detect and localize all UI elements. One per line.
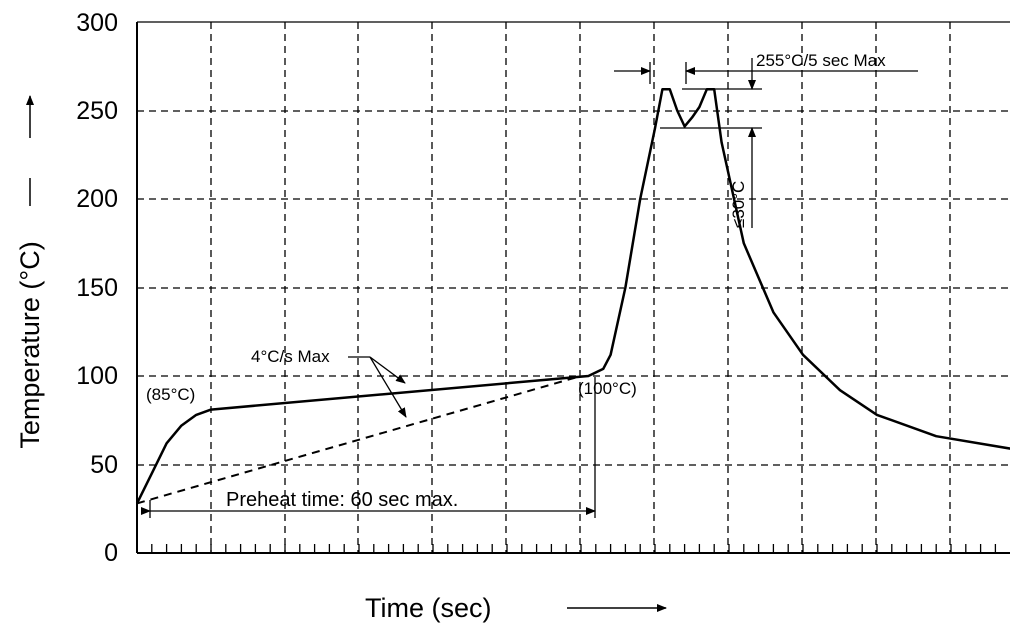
linear-ramp-line	[136, 375, 582, 505]
ramp-rate-label: 4°C/s Max	[251, 347, 330, 366]
preheat-label: Preheat time: 60 sec max.	[226, 489, 458, 511]
label-100c: (100°C)	[578, 379, 637, 398]
ramp-rate-arrow-1	[369, 356, 406, 384]
y-tick-label: 300	[76, 9, 118, 37]
label-85c: (85°C)	[146, 385, 195, 404]
peak-hold-label: 255°C/5 sec Max	[756, 51, 886, 70]
y-tick-label: 50	[90, 451, 118, 479]
x-axis-title: Time (sec)	[365, 593, 492, 623]
ramp-rate-arrow-2	[369, 356, 407, 418]
reflow-profile-curve	[135, 88, 1010, 504]
y-tick-label: 150	[76, 274, 118, 302]
y-tick-label: 100	[76, 362, 118, 390]
peak-delta-label: ≤30°C	[729, 181, 748, 228]
grid-lines	[137, 22, 1010, 553]
y-tick-label: 250	[76, 97, 118, 125]
x-minor-ticks	[151, 544, 997, 553]
y-axis-title: Temperature (°C)	[15, 241, 45, 448]
y-tick-label: 200	[76, 185, 118, 213]
y-tick-label: 0	[104, 539, 118, 567]
